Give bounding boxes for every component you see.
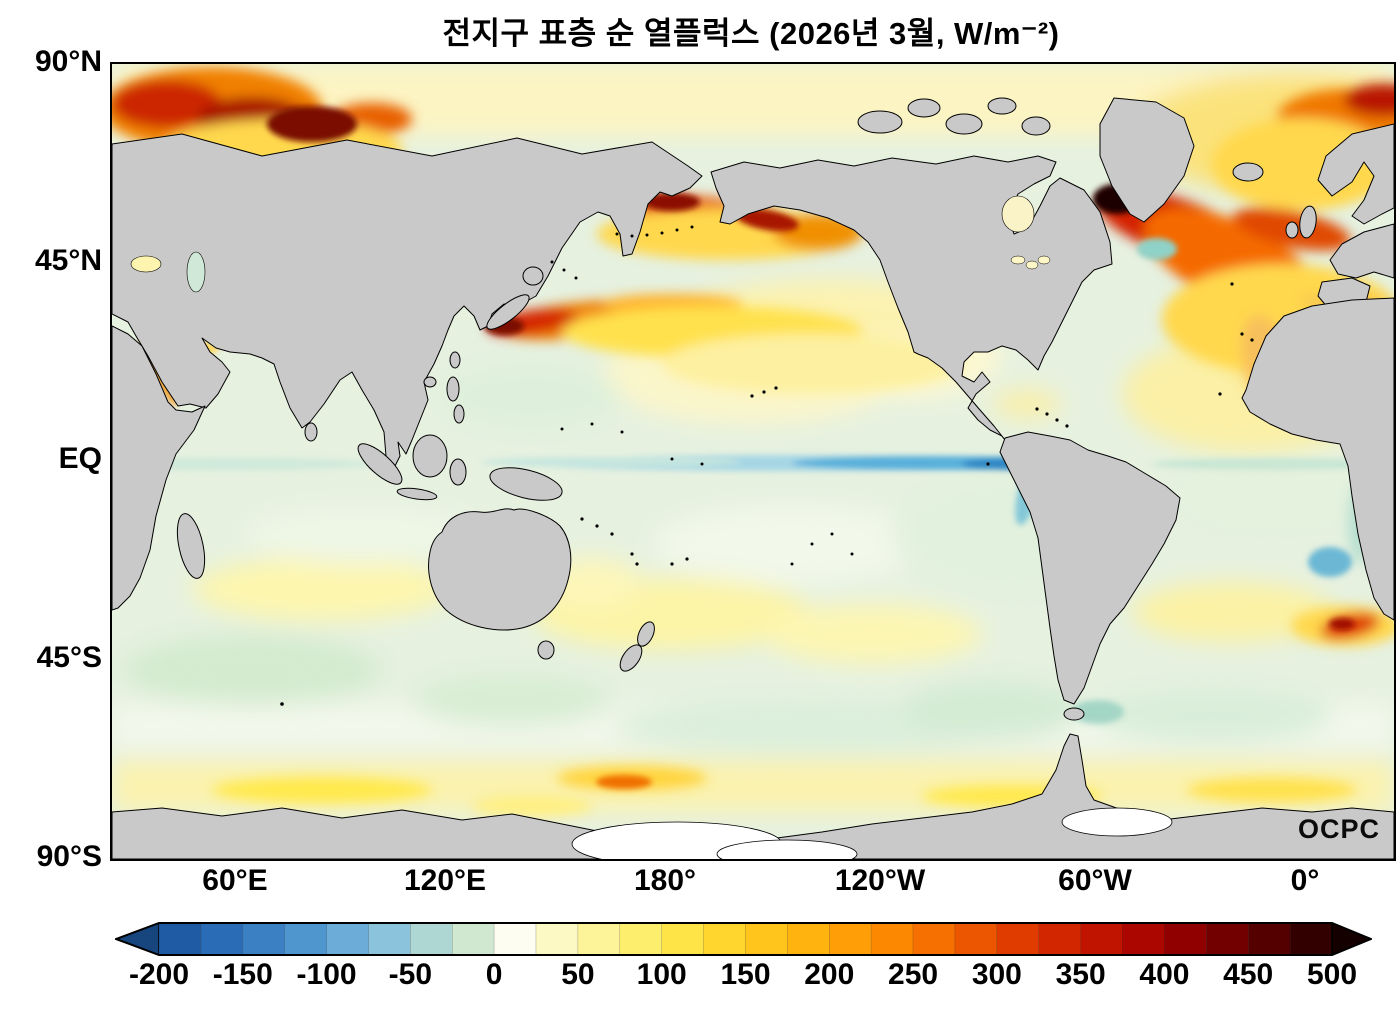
land-uk (1299, 205, 1317, 239)
land-arctic-island (907, 98, 941, 118)
land-borneo (412, 434, 448, 478)
colorbar-tick-350: 350 (1055, 958, 1106, 991)
map-overlays (130, 195, 1173, 859)
colorbar (115, 922, 1372, 958)
colorbar-tick-50: 50 (561, 958, 595, 991)
land-africa-west (1241, 297, 1394, 621)
land-arctic-island (987, 97, 1017, 115)
colorbar-tick-100: 100 (636, 958, 687, 991)
land-madagascar (176, 513, 206, 579)
colorbar-tick-450: 450 (1223, 958, 1274, 991)
land-tasmania (537, 640, 555, 660)
great-lake (1025, 260, 1039, 270)
land-japan-hokkaido (522, 266, 544, 286)
land-arctic-island (857, 110, 903, 134)
land-sulawesi (449, 458, 467, 486)
map-svg (112, 64, 1394, 859)
land-europe (1329, 223, 1394, 279)
land-africa-east (112, 325, 206, 611)
colorbar-tick-500: 500 (1306, 958, 1358, 991)
colorbar-tick--100: -100 (296, 958, 357, 991)
colorbar-tick-400: 400 (1139, 958, 1190, 991)
lon-tick-180: 180° (633, 864, 697, 897)
colorbar-ticks: -200 -150 -100 -50 0 50 100 150 200 250 300 350 400 4… (115, 958, 1372, 998)
land-greenland (1099, 97, 1195, 223)
colorbar-tick-250: 250 (888, 958, 939, 991)
land-java (396, 487, 438, 501)
land-eurasia (112, 133, 703, 473)
land-hainan (423, 376, 437, 388)
island-specks (280, 225, 1254, 706)
land-tierra-del-fuego (1063, 707, 1085, 721)
colorbar-svg (115, 922, 1372, 957)
colorbar-tick-200: 200 (804, 958, 855, 991)
land-australia (428, 508, 572, 631)
land-nz-south (619, 644, 643, 672)
land-nz-north (637, 621, 655, 647)
black-sea (130, 255, 162, 273)
lon-tick-0: 0° (1290, 864, 1320, 897)
land-philippines-2 (453, 404, 465, 424)
colorbar-tick-300: 300 (971, 958, 1022, 991)
colorbar-tick--150: -150 (212, 958, 273, 991)
lat-tick-90n: 90°N (34, 45, 102, 78)
lon-tick-60w: 60°W (1058, 864, 1132, 897)
land-arctic-island (945, 113, 983, 135)
great-lake (1010, 255, 1026, 265)
world-map: OCPC (110, 62, 1396, 861)
great-lake (1037, 255, 1051, 265)
colorbar-tick-0: 0 (485, 958, 503, 991)
land-sumatra (357, 443, 403, 485)
ross-ice-2 (716, 839, 858, 859)
lat-tick-90s: 90°S (36, 840, 102, 873)
lat-tick-45s: 45°S (36, 641, 102, 674)
land-philippines-1 (446, 376, 460, 402)
land-scandinavia (1317, 123, 1394, 225)
landmasses (112, 97, 1394, 859)
lon-tick-60e: 60°E (202, 864, 268, 897)
colorbar-tick--200: -200 (128, 958, 190, 991)
land-newguinea (489, 467, 563, 501)
lon-tick-120w: 120°W (834, 864, 926, 897)
land-iceland (1232, 162, 1264, 182)
caspian-sea (186, 251, 206, 293)
land-srilanka (304, 422, 318, 442)
land-japan-honshu (486, 294, 530, 330)
land-taiwan (449, 351, 461, 369)
land-arctic-island (1021, 116, 1051, 136)
land-north-america (710, 155, 1113, 441)
lat-tick-eq: EQ (58, 442, 102, 475)
weddell-ice (1061, 807, 1173, 837)
chart-title: 전지구 표층 순 열플럭스 (2026년 3월, W/m⁻²) (442, 16, 1060, 51)
land-south-america (999, 431, 1181, 705)
watermark: OCPC (1297, 814, 1380, 844)
land-ireland (1285, 221, 1299, 239)
lat-tick-45n: 45°N (34, 244, 102, 277)
lon-tick-120e: 120°E (403, 864, 487, 897)
colorbar-tick-150: 150 (720, 958, 771, 991)
colorbar-tick--50: -50 (388, 958, 433, 991)
hudson-bay (1001, 195, 1035, 233)
